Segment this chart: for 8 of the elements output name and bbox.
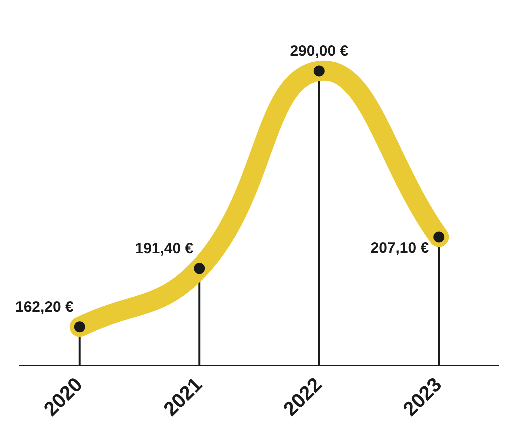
data-label: 162,20 € [15,298,75,316]
data-label: 191,40 € [135,240,194,258]
data-label: 290,00 € [290,42,350,60]
data-label: 207,10 € [370,240,430,257]
point [194,263,206,274]
point [74,322,86,333]
point [434,232,445,243]
point [314,66,325,77]
